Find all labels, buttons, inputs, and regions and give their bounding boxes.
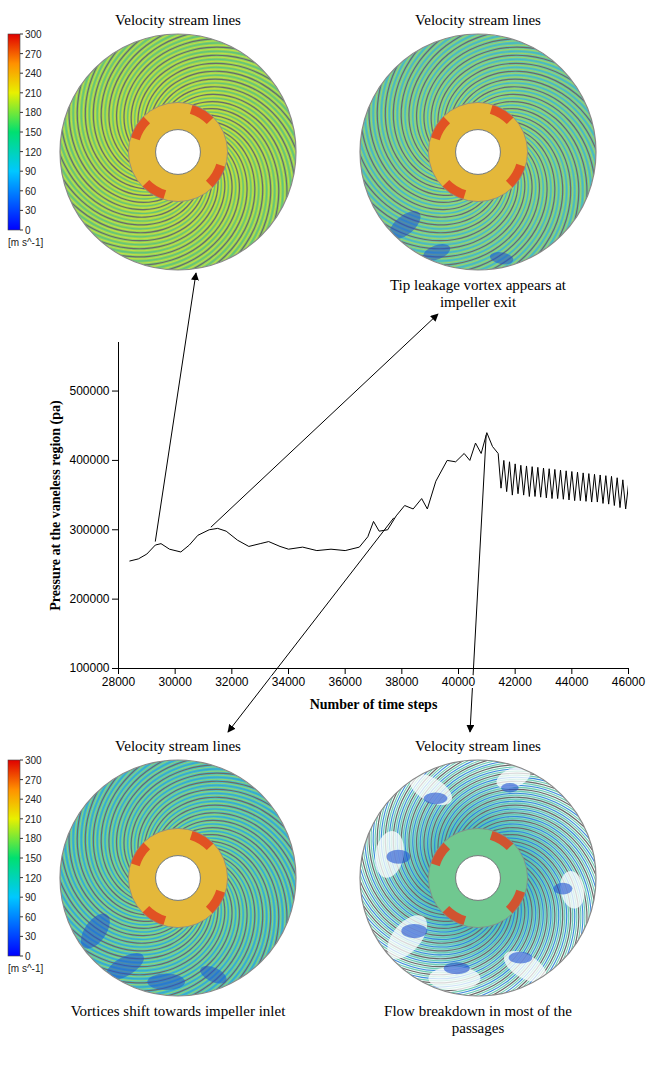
svg-text:30: 30	[25, 205, 37, 216]
svg-text:210: 210	[25, 814, 42, 825]
svg-text:44000: 44000	[555, 675, 589, 689]
svg-text:180: 180	[25, 107, 42, 118]
svg-text:30: 30	[25, 931, 37, 942]
svg-text:90: 90	[25, 166, 37, 177]
svg-text:120: 120	[25, 873, 42, 884]
svg-text:Velocity stream lines: Velocity stream lines	[115, 738, 241, 754]
svg-text:60: 60	[25, 912, 37, 923]
svg-text:100000: 100000	[69, 661, 109, 675]
svg-text:Number of time steps: Number of time steps	[310, 697, 438, 712]
svg-text:240: 240	[25, 68, 42, 79]
svg-text:Tip leakage vortex appears at: Tip leakage vortex appears at	[390, 277, 567, 293]
svg-text:150: 150	[25, 853, 42, 864]
svg-text:36000: 36000	[328, 675, 362, 689]
svg-text:0: 0	[25, 225, 31, 236]
svg-text:Velocity stream lines: Velocity stream lines	[415, 12, 541, 28]
svg-text:300: 300	[25, 755, 42, 766]
svg-text:34000: 34000	[272, 675, 306, 689]
svg-text:300000: 300000	[69, 523, 109, 537]
svg-text:400000: 400000	[69, 453, 109, 467]
svg-text:Pressure at the vaneless regio: Pressure at the vaneless region (pa)	[48, 400, 64, 611]
svg-text:60: 60	[25, 186, 37, 197]
svg-text:[m s^-1]: [m s^-1]	[8, 237, 43, 248]
svg-text:38000: 38000	[385, 675, 419, 689]
svg-text:300: 300	[25, 29, 42, 40]
svg-text:42000: 42000	[498, 675, 532, 689]
svg-text:40000: 40000	[442, 675, 476, 689]
svg-text:270: 270	[25, 775, 42, 786]
svg-text:Flow breakdown in most of the: Flow breakdown in most of the	[384, 1003, 572, 1019]
svg-text:passages: passages	[452, 1020, 505, 1036]
svg-text:90: 90	[25, 892, 37, 903]
svg-text:28000: 28000	[102, 675, 136, 689]
svg-text:32000: 32000	[215, 675, 249, 689]
svg-text:Velocity stream lines: Velocity stream lines	[115, 12, 241, 28]
svg-text:200000: 200000	[69, 592, 109, 606]
svg-text:46000: 46000	[612, 675, 646, 689]
svg-text:Velocity stream lines: Velocity stream lines	[415, 738, 541, 754]
svg-text:0: 0	[25, 951, 31, 962]
svg-text:240: 240	[25, 794, 42, 805]
svg-text:impeller exit: impeller exit	[440, 294, 517, 310]
svg-text:270: 270	[25, 49, 42, 60]
svg-text:150: 150	[25, 127, 42, 138]
svg-text:120: 120	[25, 147, 42, 158]
svg-text:500000: 500000	[69, 384, 109, 398]
svg-text:210: 210	[25, 88, 42, 99]
svg-text:Vortices shift towards impelle: Vortices shift towards impeller inlet	[71, 1003, 287, 1019]
svg-text:180: 180	[25, 833, 42, 844]
svg-text:30000: 30000	[158, 675, 192, 689]
svg-text:[m s^-1]: [m s^-1]	[8, 963, 43, 974]
